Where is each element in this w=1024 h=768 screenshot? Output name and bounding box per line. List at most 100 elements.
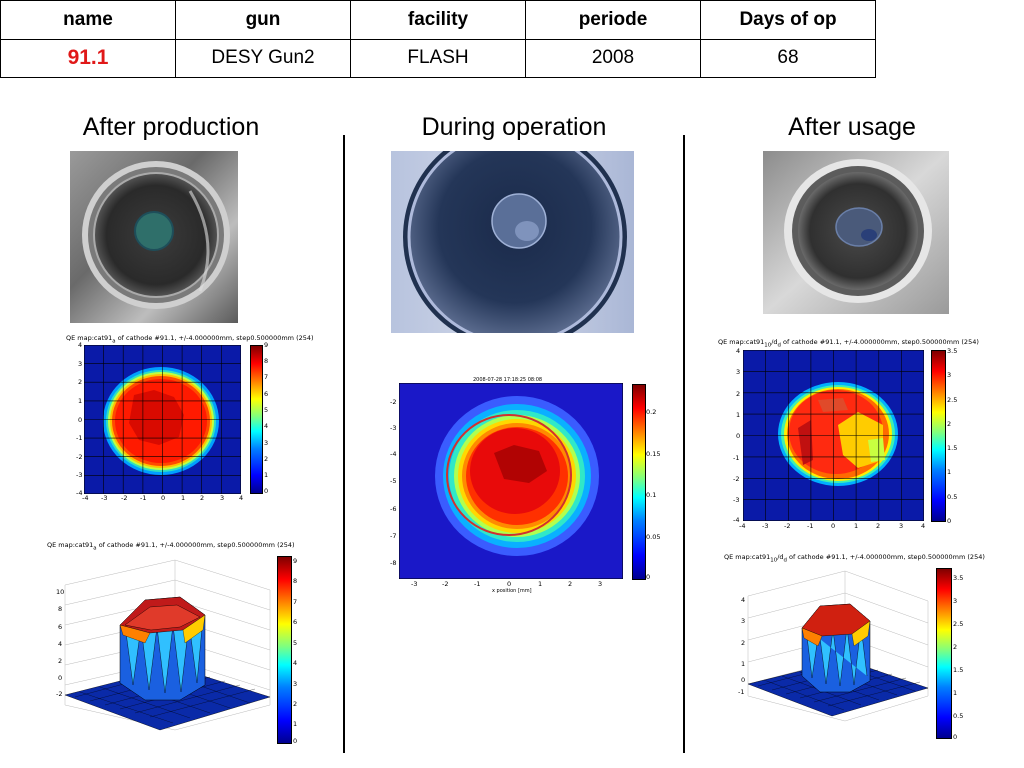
y-tick: -3: [390, 424, 397, 432]
cbar-tick: 2.5: [947, 396, 958, 404]
y-tick: -3: [76, 471, 83, 479]
caption-sub: 10: [764, 342, 772, 349]
y-tick: 4: [736, 347, 741, 355]
y-tick: 2: [78, 378, 83, 386]
cbar-tick: 3: [293, 680, 298, 688]
x-tick: 3: [899, 522, 904, 530]
x-tick: -1: [474, 580, 481, 588]
cbar-tick: 3.5: [953, 574, 964, 582]
title-after-usage: After usage: [788, 113, 916, 141]
x-tick: 2: [568, 580, 573, 588]
x-tick: 4: [239, 494, 244, 502]
y-tick: -3: [733, 496, 740, 504]
cbar-tick: 9: [264, 341, 269, 349]
x-tick: 0: [831, 522, 836, 530]
z-tick: 4: [58, 640, 63, 648]
header-name: name: [0, 0, 176, 40]
cbar-tick: 0.5: [947, 493, 958, 501]
y-tick: -2: [76, 453, 83, 461]
y-tick: -2: [733, 475, 740, 483]
cbar-tick: 0: [646, 573, 651, 581]
left-3d-surface-plot: [55, 555, 275, 755]
cbar-tick: 1: [264, 471, 269, 479]
x-tick: -2: [784, 522, 791, 530]
caption-text: QE map:cat91: [47, 541, 94, 549]
x-tick: -3: [762, 522, 769, 530]
cbar-tick: 3: [953, 597, 958, 605]
cbar-tick: 1: [953, 689, 958, 697]
cbar-tick: 2.5: [953, 620, 964, 628]
z-tick: 2: [58, 657, 63, 665]
cbar-tick: 0.5: [953, 712, 964, 720]
photo-after-production: [70, 151, 238, 323]
title-after-production: After production: [82, 113, 260, 141]
caption-text-rest: of cathode #91.1, +/-4.000000mm, step0.5…: [786, 553, 985, 561]
column-divider-left: [343, 135, 345, 753]
caption-text-mid: /d: [771, 338, 778, 346]
right-3d-surface-plot: [740, 566, 930, 751]
y-tick: 4: [78, 341, 83, 349]
y-tick: 3: [736, 368, 741, 376]
left-2d-colorbar: [250, 345, 263, 494]
caption-sub: 10: [770, 557, 778, 564]
z-tick: 2: [741, 639, 746, 647]
x-tick: -1: [140, 494, 147, 502]
z-tick: 10: [56, 588, 65, 596]
z-tick: 6: [58, 623, 63, 631]
table-header-row: name gun facility periode Days of op: [0, 0, 876, 40]
x-tick: -4: [82, 494, 89, 502]
middle-colorbar: [632, 384, 646, 580]
cbar-tick: 6: [264, 390, 269, 398]
y-tick: 1: [78, 397, 83, 405]
cbar-tick: 5: [264, 406, 269, 414]
column-divider-right: [683, 135, 685, 753]
table-row: 91.1 DESY Gun2 FLASH 2008 68: [0, 38, 876, 78]
cbar-tick: 9: [293, 557, 298, 565]
left-2d-caption: QE map:cat91a of cathode #91.1, +/-4.000…: [66, 334, 314, 344]
y-tick: -1: [76, 434, 83, 442]
cbar-tick: 8: [264, 357, 269, 365]
cbar-tick: 2: [264, 455, 269, 463]
cbar-tick: 0.2: [646, 408, 657, 416]
header-facility: facility: [350, 0, 526, 40]
cbar-tick: 4: [293, 659, 298, 667]
left-2d-qe-map: [83, 344, 242, 495]
cbar-tick: 0: [264, 487, 269, 495]
cbar-tick: 2: [947, 420, 952, 428]
cathode-info-table: name gun facility periode Days of op 91.…: [0, 0, 876, 78]
y-tick: -7: [390, 532, 397, 540]
cbar-tick: 0: [953, 733, 958, 741]
x-tick: -1: [807, 522, 814, 530]
caption-text: QE map:cat91: [66, 334, 113, 342]
caption-sub: a: [112, 338, 116, 345]
y-tick: 0: [78, 416, 83, 424]
cbar-tick: 7: [293, 598, 298, 606]
x-tick: 2: [876, 522, 881, 530]
x-tick: 1: [854, 522, 859, 530]
x-tick: -3: [411, 580, 418, 588]
cbar-tick: 5: [293, 639, 298, 647]
cbar-tick: 1: [293, 720, 298, 728]
middle-xlabel: x position [mm]: [492, 588, 532, 594]
y-tick: -4: [733, 516, 740, 524]
caption-text-rest: of cathode #91.1, +/-4.000000mm, step0.5…: [115, 334, 314, 342]
cbar-tick: 1.5: [947, 444, 958, 452]
cell-periode: 2008: [525, 38, 701, 78]
y-tick: -2: [390, 398, 397, 406]
y-tick: -8: [390, 559, 397, 567]
caption-text-rest: of cathode #91.1, +/-4.000000mm, step0.5…: [780, 338, 979, 346]
z-tick: -1: [738, 688, 745, 696]
caption-text: QE map:cat91: [724, 553, 771, 561]
left-3d-colorbar: [277, 556, 292, 744]
y-tick: -6: [390, 505, 397, 513]
z-tick: 4: [741, 596, 746, 604]
caption-text: QE map:cat91: [718, 338, 765, 346]
right-2d-caption: QE map:cat9110/dd of cathode #91.1, +/-4…: [718, 338, 979, 348]
caption-text-rest: of cathode #91.1, +/-4.000000mm, step0.5…: [96, 541, 295, 549]
y-tick: 3: [78, 360, 83, 368]
cbar-tick: 0.05: [646, 533, 661, 541]
middle-qe-map: [398, 382, 624, 580]
cbar-tick: 8: [293, 577, 298, 585]
y-tick: -1: [733, 454, 740, 462]
cbar-tick: 3: [264, 439, 269, 447]
